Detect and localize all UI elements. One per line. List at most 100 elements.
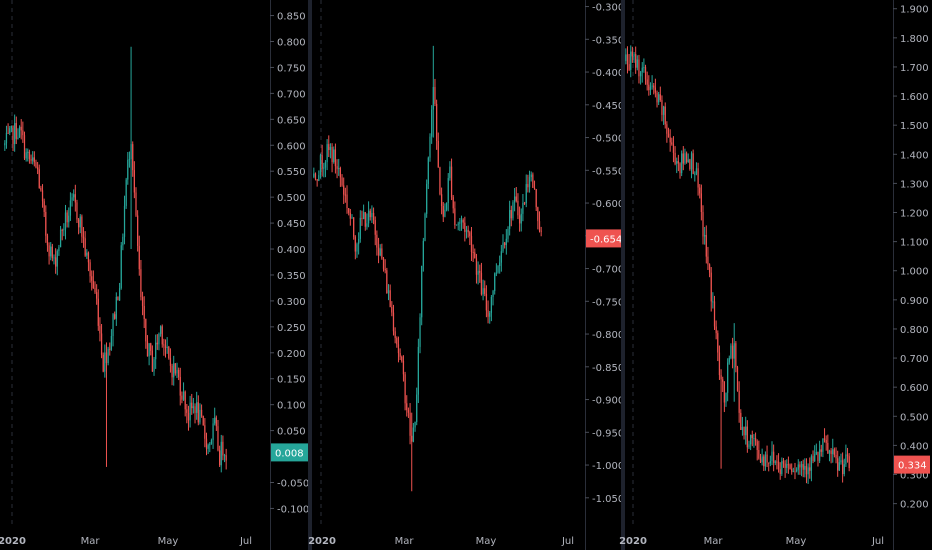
candle-body (820, 449, 822, 452)
candle-body (656, 92, 658, 103)
candle-body (704, 235, 706, 237)
candle-body (362, 212, 365, 219)
candle (787, 456, 790, 474)
candle-body (743, 426, 745, 436)
candle (789, 463, 791, 470)
candle-body (474, 252, 476, 259)
candle-body (50, 246, 52, 257)
candle (138, 235, 140, 276)
candle (522, 193, 524, 222)
candle (319, 153, 322, 179)
candle-body (777, 461, 780, 470)
candle-body (97, 298, 99, 326)
candle-body (490, 296, 493, 313)
candle (377, 237, 380, 264)
candle (530, 171, 532, 182)
candle-body (477, 270, 479, 275)
x-tick-label: Jul (871, 536, 884, 547)
candle-body (537, 207, 539, 222)
candle (79, 214, 81, 234)
candle (394, 327, 396, 344)
candle-body (538, 221, 541, 231)
candle (713, 295, 716, 330)
candle-body (91, 276, 93, 281)
candle (509, 200, 511, 236)
y-tick-label: -0.750 (592, 297, 624, 308)
candle-body (79, 216, 81, 228)
candle (146, 335, 149, 357)
candle (520, 208, 522, 232)
candle (692, 149, 694, 175)
y-tick-label: 0.550 (277, 167, 306, 178)
candle-body (55, 257, 57, 267)
candle (648, 75, 650, 96)
candle-body (828, 450, 831, 454)
candle-body (138, 246, 140, 270)
candle-body (427, 157, 429, 184)
y-tick-label: 0.100 (277, 401, 306, 412)
candle (64, 204, 67, 240)
candle-body (843, 464, 845, 474)
candle (437, 132, 439, 168)
candle-body (662, 106, 665, 115)
last-price-label: 0.334 (898, 461, 927, 472)
candle (715, 320, 717, 340)
candle-body (435, 103, 438, 141)
candle (94, 281, 96, 294)
candle-body (209, 443, 211, 446)
candle-body (669, 137, 671, 143)
candle (659, 86, 661, 102)
y-tick-label: -0.950 (592, 428, 624, 439)
candle-body (833, 449, 836, 455)
candle-body (17, 137, 19, 139)
candle (184, 390, 186, 417)
candle (38, 164, 40, 189)
candle (379, 244, 381, 257)
candle (671, 137, 673, 146)
candle-body (391, 306, 393, 313)
candle-body (210, 440, 213, 444)
candle-body (452, 197, 454, 209)
candle (69, 192, 72, 221)
candle-body (133, 170, 135, 193)
candle (178, 367, 180, 381)
candle-body (86, 252, 88, 256)
candle-body (76, 202, 78, 220)
candle-body (485, 293, 488, 311)
candle (120, 242, 122, 290)
candle-body (708, 264, 711, 273)
candle-body (366, 223, 368, 227)
candle-body (135, 192, 137, 216)
candle (40, 185, 42, 192)
candle-body (120, 245, 122, 289)
candle (200, 404, 203, 418)
chart-pane-1: 0.850 0.800 0.750 0.700 0.650 0.600 0.550 0.500… (0, 0, 312, 550)
candle-body (644, 67, 647, 80)
candle (82, 227, 85, 248)
candle (351, 214, 353, 219)
candle (392, 304, 395, 336)
pane-separator[interactable] (621, 0, 625, 550)
candle (646, 71, 648, 91)
candle (723, 381, 725, 413)
candle (442, 202, 444, 223)
y-tick-label: -0.700 (592, 265, 624, 276)
candle-body (810, 456, 813, 471)
y-tick-label: -0.500 (592, 134, 624, 145)
candle (397, 336, 400, 363)
candle-body (389, 290, 391, 307)
pane-separator[interactable] (308, 0, 312, 550)
candle-body (429, 136, 431, 158)
y-tick-label: -0.300 (592, 3, 624, 14)
candle (220, 434, 222, 473)
candle (356, 242, 358, 258)
candle (362, 204, 365, 220)
y-tick-label: 0.300 (900, 471, 929, 482)
candle (499, 255, 501, 274)
candle-body (96, 292, 98, 299)
candle-body (140, 269, 142, 297)
candle-body (802, 464, 804, 470)
candle (661, 95, 663, 122)
y-tick-label: -0.850 (592, 363, 624, 374)
candle (733, 323, 735, 402)
